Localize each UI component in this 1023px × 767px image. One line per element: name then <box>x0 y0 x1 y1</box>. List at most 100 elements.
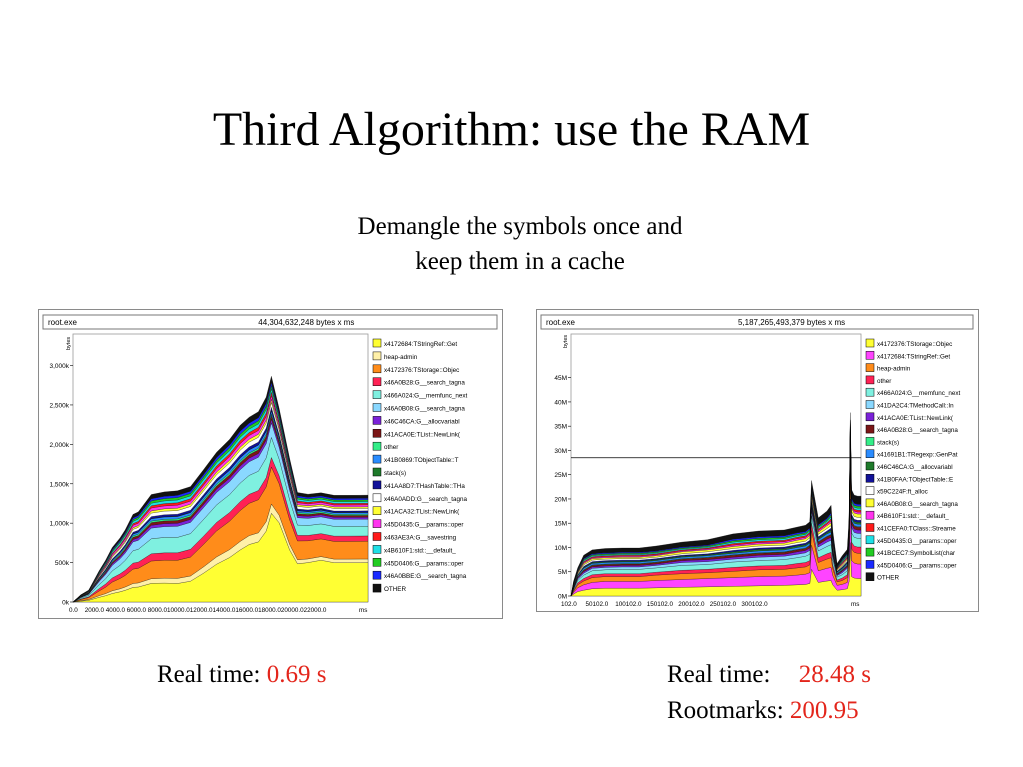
y-axis-label: bytes <box>66 337 72 350</box>
legend-label: x4172376:TStorage::Objec <box>384 367 459 374</box>
legend-label: heap-admin <box>877 366 911 373</box>
x-axis-label: ms <box>851 601 859 608</box>
stacked-areas <box>72 376 369 603</box>
legend-swatch-11 <box>372 480 382 490</box>
legend-label: x46A0ADD:G__search_tagna <box>384 496 467 503</box>
subtitle-line-2: keep them in a cache <box>415 248 625 275</box>
legend-label: x45D0435:G__params::oper <box>877 538 956 545</box>
legend-label: x41691B1:TRegexp::GenPat <box>877 452 958 459</box>
legend-swatch-4 <box>372 390 382 399</box>
y-tick-label: 45M <box>554 375 567 382</box>
legend-label: OTHER <box>384 586 406 593</box>
legend-swatch-10 <box>865 461 875 471</box>
legend-swatch-8 <box>372 441 382 451</box>
legend-swatch-7 <box>372 429 382 438</box>
y-tick-label: 3,000k <box>49 363 69 370</box>
chart-svg-left: root.exe 44,304,632,248 bytes x ms 0k 500k 1… <box>42 314 498 614</box>
legend-swatch-4 <box>865 387 875 397</box>
y-tick-label: 5M <box>558 569 567 576</box>
legend-swatch-13 <box>865 498 875 508</box>
chart-total-label: 5,187,265,493,379 bytes x ms <box>738 318 845 327</box>
legend-swatch-1 <box>865 351 875 360</box>
y-tick-label: 15M <box>554 521 567 528</box>
legend-swatch-14 <box>865 510 875 520</box>
memory-chart-right: root.exe 5,187,265,493,379 bytes x ms 0M 5M… <box>536 309 979 612</box>
legend-label: x46C46CA:G__allocvariabl <box>877 464 953 471</box>
legend-label: x41B0FAA:TObjectTable::E <box>877 476 953 483</box>
legend-label: x46A0B08:G__search_tagna <box>384 406 465 413</box>
legend-swatch-0 <box>865 338 875 348</box>
left-real-time-value: 0.69 s <box>266 661 327 688</box>
memory-chart-left: root.exe 44,304,632,248 bytes x ms 0k 500k 1… <box>38 309 503 619</box>
legend-label: x4172684:TStringRef::Get <box>384 341 457 348</box>
y-tick-label: 2,000k <box>49 442 69 449</box>
rootmarks-value: 200.95 <box>789 697 859 724</box>
legend-label: OTHER <box>877 575 899 582</box>
legend-label: x41ACA32:TList::NewLink( <box>384 509 460 516</box>
legend-label: other <box>877 378 891 385</box>
legend-label: x41DA2C4:TMethodCall::In <box>877 403 954 410</box>
y-tick-label: 10M <box>554 545 567 552</box>
legend-swatch-5 <box>372 403 382 412</box>
legend-label: x45D0406:G__params::oper <box>384 560 463 567</box>
legend-swatch-2 <box>372 364 382 374</box>
legend-label: x4B610F1:std::__default_ <box>384 547 456 554</box>
legend-label: x4172376:TStorage::Objec <box>877 341 952 348</box>
legend-swatch-17 <box>865 547 875 557</box>
legend-label: x41CEFA0:TClass::Streame <box>877 526 956 533</box>
series-area-19 <box>72 376 369 603</box>
legend-label: other <box>384 444 398 451</box>
legend-swatch-18 <box>865 560 875 569</box>
y-tick-label: 40M <box>554 399 567 406</box>
legend-label: x41B0869:TObjectTable::T <box>384 457 459 464</box>
rootmarks-caption: Rootmarks: 200.95 <box>667 695 859 727</box>
legend-label: x41AA8D7:THashTable::THa <box>384 483 465 490</box>
legend-label: x466A024:G__memfunc_next <box>384 393 468 400</box>
chart-svg-right: root.exe 5,187,265,493,379 bytes x ms 0M 5M… <box>540 314 974 608</box>
right-real-time-label: Real time: <box>667 661 771 688</box>
legend-label: x45D0435:G__params::oper <box>384 522 463 529</box>
legend-swatch-19 <box>372 583 382 593</box>
legend-label: x41BCEC7:SymbolList(char <box>877 550 955 557</box>
legend-swatch-19 <box>865 572 875 581</box>
chart-header-box <box>540 314 974 330</box>
y-tick-label: 0M <box>558 594 567 601</box>
legend-swatch-3 <box>372 377 382 386</box>
legend-swatch-10 <box>372 467 382 477</box>
legend-swatch-6 <box>372 416 382 425</box>
chart-header-box <box>42 314 498 330</box>
y-tick-label: 35M <box>554 424 567 431</box>
legend-label: x41ACA0E:TList::NewLink( <box>877 415 954 422</box>
y-tick-label: 2,500k <box>49 402 69 409</box>
legend-label: x466A024:G__memfunc_next <box>877 390 961 397</box>
x-tick-labels: 0.0 2000.0 4000.0 6000.0 8000.010000.012… <box>69 607 327 614</box>
legend-swatch-3 <box>865 375 875 385</box>
right-real-time-caption: Real time: 28.48 s <box>667 659 871 691</box>
legend-label: x46A0B28:G__search_tagna <box>384 380 465 387</box>
legend-swatch-0 <box>372 338 382 348</box>
legend-swatch-15 <box>865 523 875 532</box>
legend-swatch-12 <box>865 486 875 495</box>
legend-swatch-16 <box>372 545 382 554</box>
legend-label: x463AE3A:G__savestring <box>384 535 457 542</box>
legend-swatch-16 <box>865 535 875 545</box>
legend-label: x4B610F1:std::__default_ <box>877 513 949 520</box>
legend-swatch-13 <box>372 506 382 515</box>
legend-swatch-9 <box>372 454 382 464</box>
legend-label: stack(s) <box>877 439 899 446</box>
legend-label: x4172684:TStringRef::Get <box>877 353 950 360</box>
slide-title: Third Algorithm: use the RAM <box>212 103 811 156</box>
y-tick-label: 0k <box>62 600 70 607</box>
legend-swatch-17 <box>372 558 382 567</box>
legend-label: heap-admin <box>384 354 418 361</box>
legend-label: x46A0BBE:G__search_tagna <box>384 573 467 580</box>
legend-label: x45D0406:G__params::oper <box>877 562 956 569</box>
legend-swatch-2 <box>865 363 875 372</box>
legend-swatch-18 <box>372 570 382 580</box>
legend-label: x46A0B28:G__search_tagna <box>877 427 958 434</box>
legend-swatch-6 <box>865 412 875 422</box>
legend-swatch-9 <box>865 449 875 458</box>
chart-total-label: 44,304,632,248 bytes x ms <box>258 318 354 327</box>
legend-swatch-8 <box>865 437 875 446</box>
legend-swatch-14 <box>372 519 382 528</box>
